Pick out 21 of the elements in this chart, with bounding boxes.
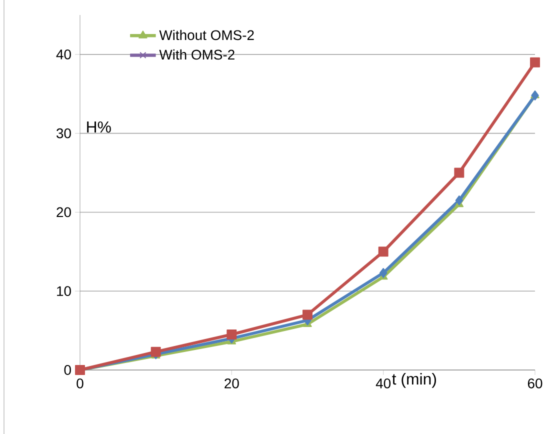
legend-label: Without OMS-2: [159, 30, 254, 40]
point: [530, 57, 540, 68]
point: [454, 168, 464, 178]
point: [302, 310, 312, 320]
y-tick-label: 0: [64, 365, 71, 375]
legend-label: With OMS-2: [159, 49, 234, 60]
x-tick-label: 20: [224, 378, 239, 388]
x-tick-label: 0: [76, 378, 84, 388]
y-tick-label: 30: [56, 128, 71, 138]
point: [226, 330, 237, 340]
x-tick-label: 60: [528, 378, 542, 388]
point: [378, 246, 388, 257]
y-axis-title: H%: [87, 121, 111, 133]
x-axis-title: t (min): [392, 372, 436, 388]
point: [455, 195, 464, 206]
y-tick-label: 10: [57, 286, 71, 296]
y-tick-label: 20: [56, 207, 71, 218]
point: [150, 346, 161, 357]
x-tick-label: 40: [376, 378, 391, 388]
point: [379, 268, 388, 278]
y-tick-label: 40: [56, 49, 71, 60]
